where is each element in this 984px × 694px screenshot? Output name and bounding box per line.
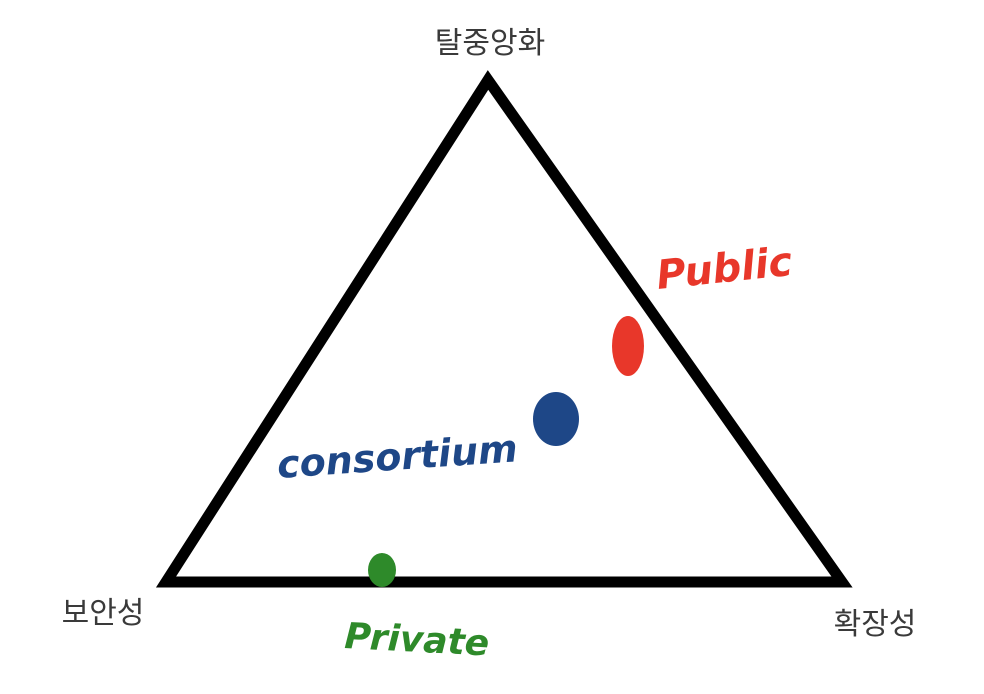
vertex-label-bottom-left: 보안성 — [62, 596, 145, 631]
public-point — [612, 316, 644, 376]
private-label: Private — [344, 616, 491, 665]
public-label: Public — [654, 239, 794, 299]
consortium-label: consortium — [276, 426, 519, 487]
consortium-point — [533, 392, 579, 446]
trilemma-triangle — [155, 70, 853, 588]
vertex-label-top: 탈중앙화 — [435, 26, 545, 61]
private-point — [368, 553, 396, 587]
vertex-label-bottom-right: 확장성 — [834, 607, 917, 642]
